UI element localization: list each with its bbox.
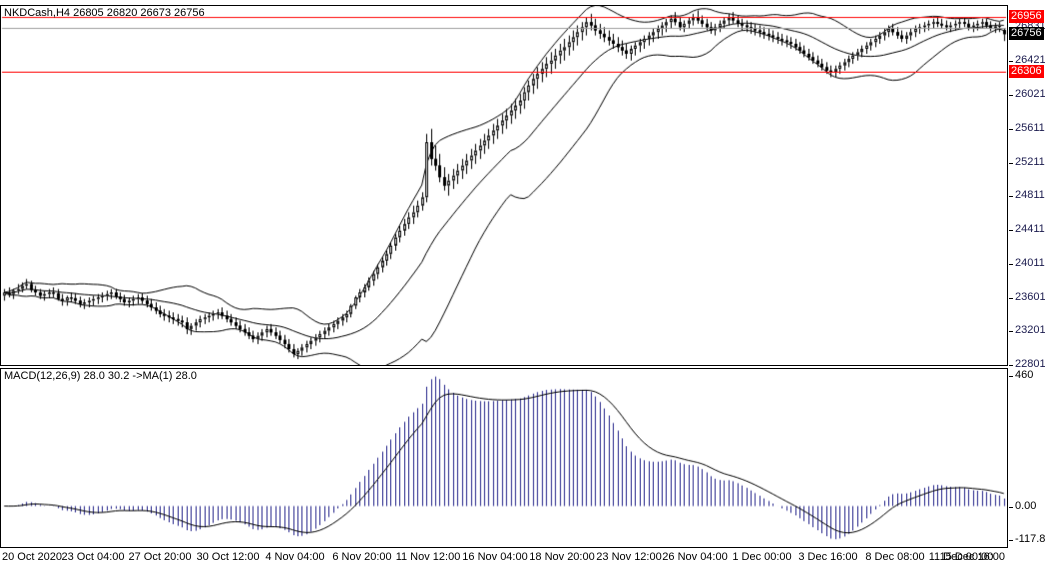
- macd-indicator-panel[interactable]: [0, 368, 1008, 548]
- symbol-period-label: NKDCash,H4 26805 26820 26673 26756: [4, 7, 205, 19]
- price-tick-label: 26021: [1015, 88, 1045, 100]
- price-tick-mark: [1009, 230, 1013, 231]
- time-tick-label: 30 Oct 12:00: [196, 551, 260, 563]
- price-tick-mark: [1009, 196, 1013, 197]
- price-tick-label: 25211: [1015, 156, 1045, 168]
- macd-tick-mark: [1009, 376, 1013, 377]
- time-tick-label: 23 Nov 12:00: [596, 551, 662, 563]
- time-tick-label: 8 Dec 08:00: [865, 551, 925, 563]
- time-tick-label: 23 Oct 04:00: [61, 551, 125, 563]
- price-scale[interactable]: 26831 26421 26021 25611 25211 24811 24411 24011…: [1008, 0, 1045, 568]
- price-tick-mark: [1009, 264, 1013, 265]
- time-tick-label: 1 Dec 00:00: [732, 551, 792, 563]
- time-tick-label: 6 Nov 20:00: [332, 551, 392, 563]
- time-tick-label: 11 Dec 00:00: [928, 551, 994, 563]
- price-tick-mark: [1009, 365, 1013, 366]
- time-tick-label: 27 Oct 20:00: [128, 551, 192, 563]
- time-tick-label: 11 Nov 12:00: [395, 551, 461, 563]
- price-tick-label: 24811: [1015, 189, 1045, 201]
- price-tick-mark: [1009, 61, 1013, 62]
- price-level-badge[interactable]: 26956: [1009, 10, 1044, 23]
- time-tick-label: 26 Nov 04:00: [662, 551, 728, 563]
- price-tick-mark: [1009, 163, 1013, 164]
- price-tick-mark: [1009, 129, 1013, 130]
- price-tick-label: 25611: [1015, 122, 1045, 134]
- price-tick-label: 22801: [1015, 358, 1045, 370]
- macd-tick-label: 0.00: [1015, 500, 1037, 512]
- time-tick-label: 3 Dec 16:00: [798, 551, 858, 563]
- time-tick-label: 18 Nov 20:00: [529, 551, 595, 563]
- macd-indicator-canvas[interactable]: [1, 369, 1007, 547]
- price-tick-label: 24011: [1015, 257, 1045, 269]
- macd-tick-mark: [1009, 507, 1013, 508]
- price-chart-canvas[interactable]: [1, 6, 1007, 365]
- time-tick-label: 16 Nov 04:00: [462, 551, 528, 563]
- price-tick-mark: [1009, 331, 1013, 332]
- macd-tick-label: -117.8: [1015, 533, 1045, 545]
- current-price-badge[interactable]: 26756: [1009, 27, 1044, 40]
- price-tick-label: 24411: [1015, 223, 1045, 235]
- time-tick-label: 15 Dec 16:00: [939, 551, 1005, 563]
- price-tick-label: 26421: [1015, 54, 1045, 66]
- price-tick-label: 23201: [1015, 324, 1045, 336]
- macd-tick-mark: [1009, 540, 1013, 541]
- price-chart-panel[interactable]: [0, 5, 1008, 366]
- macd-parameters-label: MACD(12,26,9) 28.0 30.2 ->MA(1) 28.0: [4, 370, 197, 382]
- time-scale[interactable]: 20 Oct 2020 23 Oct 04:00 27 Oct 20:00 30 Oc…: [0, 551, 1008, 567]
- price-tick-mark: [1009, 95, 1013, 96]
- price-tick-label: 23601: [1015, 291, 1045, 303]
- time-tick-label: 4 Nov 04:00: [265, 551, 325, 563]
- macd-tick-label: 460: [1015, 369, 1034, 381]
- time-tick-label: 20 Oct 2020: [2, 551, 62, 563]
- price-level-badge[interactable]: 26306: [1009, 65, 1044, 78]
- price-tick-mark: [1009, 298, 1013, 299]
